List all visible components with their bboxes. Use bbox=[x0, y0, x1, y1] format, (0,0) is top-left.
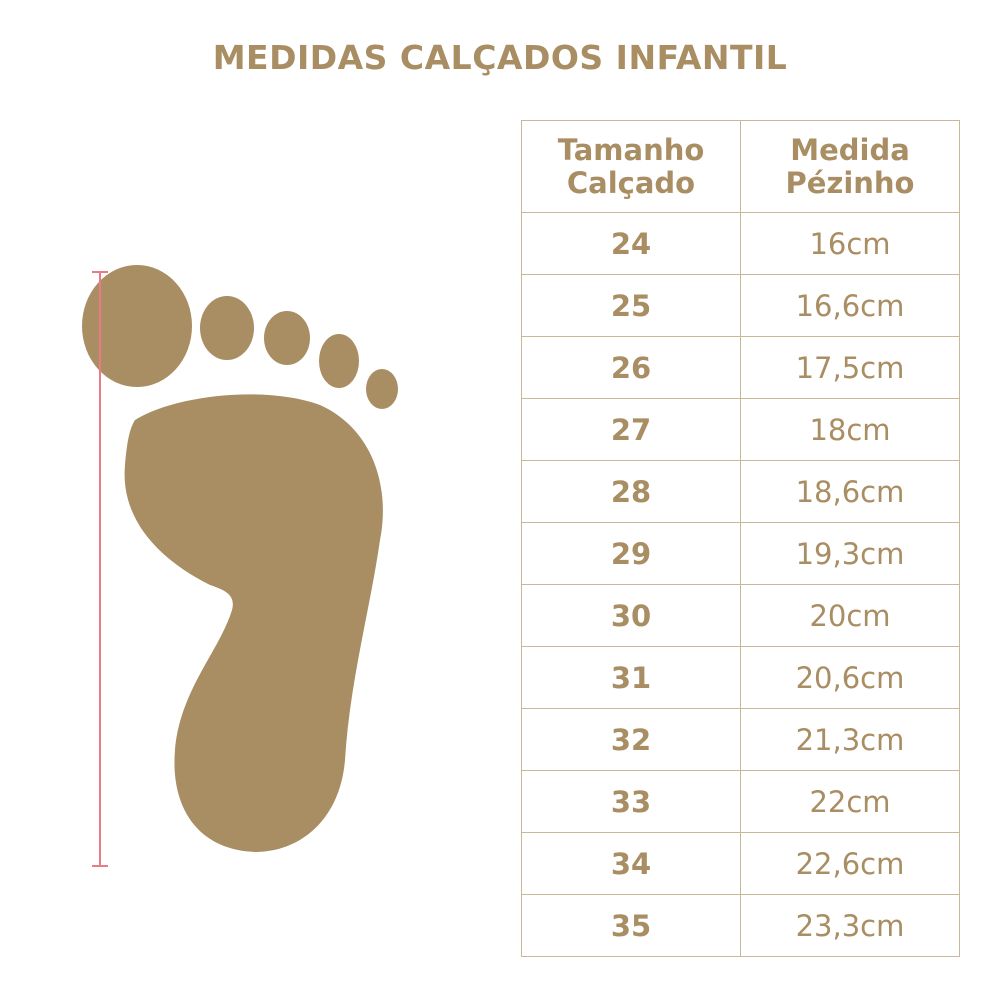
size-table: Tamanho Calçado Medida Pézinho 24 16cm 25 16,… bbox=[521, 120, 960, 957]
table-row: 25 16,6cm bbox=[521, 274, 960, 337]
table-row: 28 18,6cm bbox=[521, 460, 960, 523]
table-row: 26 17,5cm bbox=[521, 336, 960, 399]
header-size: Tamanho Calçado bbox=[521, 120, 741, 213]
big-toe bbox=[82, 265, 192, 387]
foot-length: 19,3cm bbox=[740, 522, 960, 585]
shoe-size: 24 bbox=[521, 212, 741, 275]
shoe-size: 32 bbox=[521, 708, 741, 771]
foot-length: 22cm bbox=[740, 770, 960, 833]
table-row: 24 16cm bbox=[521, 212, 960, 275]
shoe-size: 35 bbox=[521, 894, 741, 957]
foot-length: 18,6cm bbox=[740, 460, 960, 523]
foot-length: 21,3cm bbox=[740, 708, 960, 771]
table-row: 27 18cm bbox=[521, 398, 960, 461]
shoe-size: 33 bbox=[521, 770, 741, 833]
table-row: 34 22,6cm bbox=[521, 832, 960, 895]
foot-length: 16,6cm bbox=[740, 274, 960, 337]
foot-illustration bbox=[82, 265, 398, 867]
sole bbox=[124, 394, 383, 852]
shoe-size: 34 bbox=[521, 832, 741, 895]
table-row: 32 21,3cm bbox=[521, 708, 960, 771]
page-title: MEDIDAS CALÇADOS INFANTIL bbox=[212, 38, 788, 77]
shoe-size: 25 bbox=[521, 274, 741, 337]
shoe-size: 28 bbox=[521, 460, 741, 523]
shoe-size: 29 bbox=[521, 522, 741, 585]
foot-length: 17,5cm bbox=[740, 336, 960, 399]
header-measure: Medida Pézinho bbox=[740, 120, 960, 213]
toe-2 bbox=[200, 296, 254, 360]
table-row: 33 22cm bbox=[521, 770, 960, 833]
toe-4 bbox=[319, 334, 359, 388]
foot-length: 16cm bbox=[740, 212, 960, 275]
shoe-size: 27 bbox=[521, 398, 741, 461]
toe-3 bbox=[264, 311, 310, 365]
foot-length: 20cm bbox=[740, 584, 960, 647]
table-row: 31 20,6cm bbox=[521, 646, 960, 709]
foot-length: 20,6cm bbox=[740, 646, 960, 709]
table-row: 29 19,3cm bbox=[521, 522, 960, 585]
shoe-size: 30 bbox=[521, 584, 741, 647]
foot-length: 18cm bbox=[740, 398, 960, 461]
shoe-size: 31 bbox=[521, 646, 741, 709]
table-row: 35 23,3cm bbox=[521, 894, 960, 957]
foot-length: 23,3cm bbox=[740, 894, 960, 957]
toe-5 bbox=[366, 369, 398, 409]
foot-length: 22,6cm bbox=[740, 832, 960, 895]
measure-line bbox=[92, 271, 108, 867]
table-row: 30 20cm bbox=[521, 584, 960, 647]
shoe-size: 26 bbox=[521, 336, 741, 399]
